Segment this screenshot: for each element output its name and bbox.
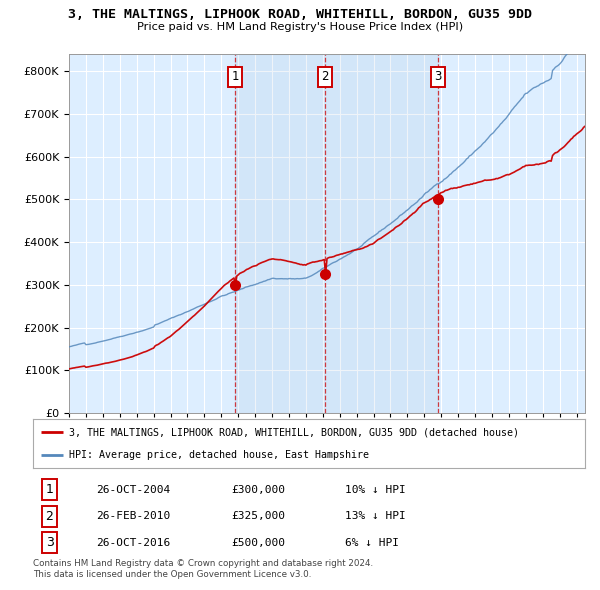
Text: £500,000: £500,000 [232, 537, 286, 548]
Text: 3: 3 [46, 536, 53, 549]
Text: £325,000: £325,000 [232, 511, 286, 521]
Text: £300,000: £300,000 [232, 485, 286, 494]
Text: 26-OCT-2016: 26-OCT-2016 [97, 537, 171, 548]
Text: 2: 2 [322, 70, 329, 83]
Text: 6% ↓ HPI: 6% ↓ HPI [345, 537, 399, 548]
Text: 1: 1 [46, 483, 53, 496]
Text: 3: 3 [434, 70, 442, 83]
Text: 3, THE MALTINGS, LIPHOOK ROAD, WHITEHILL, BORDON, GU35 9DD (detached house): 3, THE MALTINGS, LIPHOOK ROAD, WHITEHILL… [69, 427, 519, 437]
Text: 1: 1 [232, 70, 239, 83]
Text: 26-FEB-2010: 26-FEB-2010 [97, 511, 171, 521]
Text: Contains HM Land Registry data © Crown copyright and database right 2024.
This d: Contains HM Land Registry data © Crown c… [33, 559, 373, 579]
Text: 2: 2 [46, 510, 53, 523]
Text: 10% ↓ HPI: 10% ↓ HPI [345, 485, 406, 494]
Text: HPI: Average price, detached house, East Hampshire: HPI: Average price, detached house, East… [69, 450, 369, 460]
Text: 26-OCT-2004: 26-OCT-2004 [97, 485, 171, 494]
Bar [235, 54, 438, 413]
Text: 13% ↓ HPI: 13% ↓ HPI [345, 511, 406, 521]
Text: 3, THE MALTINGS, LIPHOOK ROAD, WHITEHILL, BORDON, GU35 9DD: 3, THE MALTINGS, LIPHOOK ROAD, WHITEHILL… [68, 8, 532, 21]
Text: Price paid vs. HM Land Registry's House Price Index (HPI): Price paid vs. HM Land Registry's House … [137, 22, 463, 32]
